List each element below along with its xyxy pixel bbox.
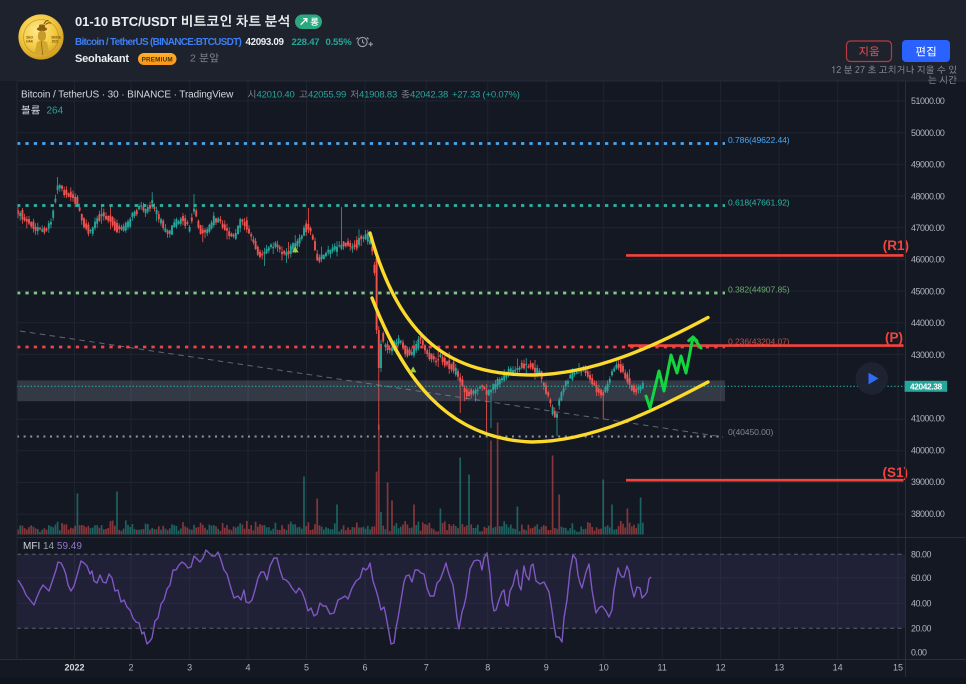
svg-text:10: 10 [599,663,609,673]
svg-text:13: 13 [774,663,784,673]
svg-text:20.00: 20.00 [911,624,931,634]
svg-text:9: 9 [544,663,549,673]
svg-text:4: 4 [245,663,250,673]
svg-text:3: 3 [187,663,192,673]
svg-text:Seohakant: Seohakant [75,53,129,65]
svg-text:45000.00: 45000.00 [911,286,945,296]
svg-text:5: 5 [304,663,309,673]
svg-text:40.00: 40.00 [911,599,931,609]
svg-text:15: 15 [893,663,903,673]
svg-text:0.00: 0.00 [911,648,927,658]
svg-text:HAK: HAK [26,39,34,43]
svg-text:44000.00: 44000.00 [911,318,945,328]
svg-text:SEO: SEO [26,36,33,40]
svg-text:MFI 14 59.49: MFI 14 59.49 [23,541,82,552]
svg-text:38000.00: 38000.00 [911,509,945,519]
svg-text:12: 12 [716,663,726,673]
svg-text:2: 2 [128,663,133,673]
svg-text:11: 11 [658,663,667,673]
svg-text:42093.09: 42093.09 [246,37,285,48]
svg-text:6: 6 [362,663,367,673]
svg-text:Bitcoin / TetherUS (BINANCE:BT: Bitcoin / TetherUS (BINANCE:BTCUSDT) [75,37,242,48]
svg-text:43000.00: 43000.00 [911,350,945,360]
svg-text:(R1): (R1) [883,238,909,253]
svg-text:48000.00: 48000.00 [911,191,945,201]
svg-text:42042.38: 42042.38 [410,90,448,101]
svg-text:42055.99: 42055.99 [308,90,346,101]
svg-text:46000.00: 46000.00 [911,255,945,265]
svg-text:Bitcoin / TetherUS · 30 · BINA: Bitcoin / TetherUS · 30 · BINANCE · Trad… [21,90,234,101]
svg-text:PREMIUM: PREMIUM [142,56,173,63]
svg-text:40000.00: 40000.00 [911,445,945,455]
svg-text:50000.00: 50000.00 [911,128,945,138]
svg-text:(P): (P) [885,330,903,345]
svg-text:(S1): (S1) [882,465,908,480]
svg-text:0.236(43204.07): 0.236(43204.07) [728,336,790,346]
svg-text:01-10 BTC/USDT: 01-10 BTC/USDT [75,14,177,29]
svg-text:0.382(44907.85): 0.382(44907.85) [728,284,790,294]
svg-text:80.00: 80.00 [911,550,931,560]
svg-text:2022: 2022 [64,663,84,673]
svg-text:2021: 2021 [52,39,59,43]
svg-text:0.618(47661.92): 0.618(47661.92) [728,197,790,207]
svg-text:228.47: 228.47 [292,37,320,48]
svg-text:SINCE: SINCE [51,36,61,40]
svg-text:47000.00: 47000.00 [911,223,945,233]
svg-text:7: 7 [424,663,429,673]
svg-text:0(40450.00): 0(40450.00) [728,427,773,437]
svg-text:8: 8 [485,663,490,673]
svg-text:0.55%: 0.55% [326,37,353,48]
svg-text:2: 2 [190,53,196,65]
svg-text:39000.00: 39000.00 [911,477,945,487]
svg-text:60.00: 60.00 [911,573,931,583]
svg-text:41908.83: 41908.83 [359,90,397,101]
svg-text:264: 264 [47,106,64,117]
svg-text:42042.38: 42042.38 [910,381,943,391]
svg-text:49000.00: 49000.00 [911,160,945,170]
svg-text:0.786(49622.44): 0.786(49622.44) [728,135,790,145]
svg-text:+27.33 (+0.07%): +27.33 (+0.07%) [452,90,520,101]
svg-text:42010.40: 42010.40 [257,90,295,101]
svg-text:41000.00: 41000.00 [911,414,945,424]
svg-text:14: 14 [833,663,843,673]
svg-text:51000.00: 51000.00 [911,96,945,106]
